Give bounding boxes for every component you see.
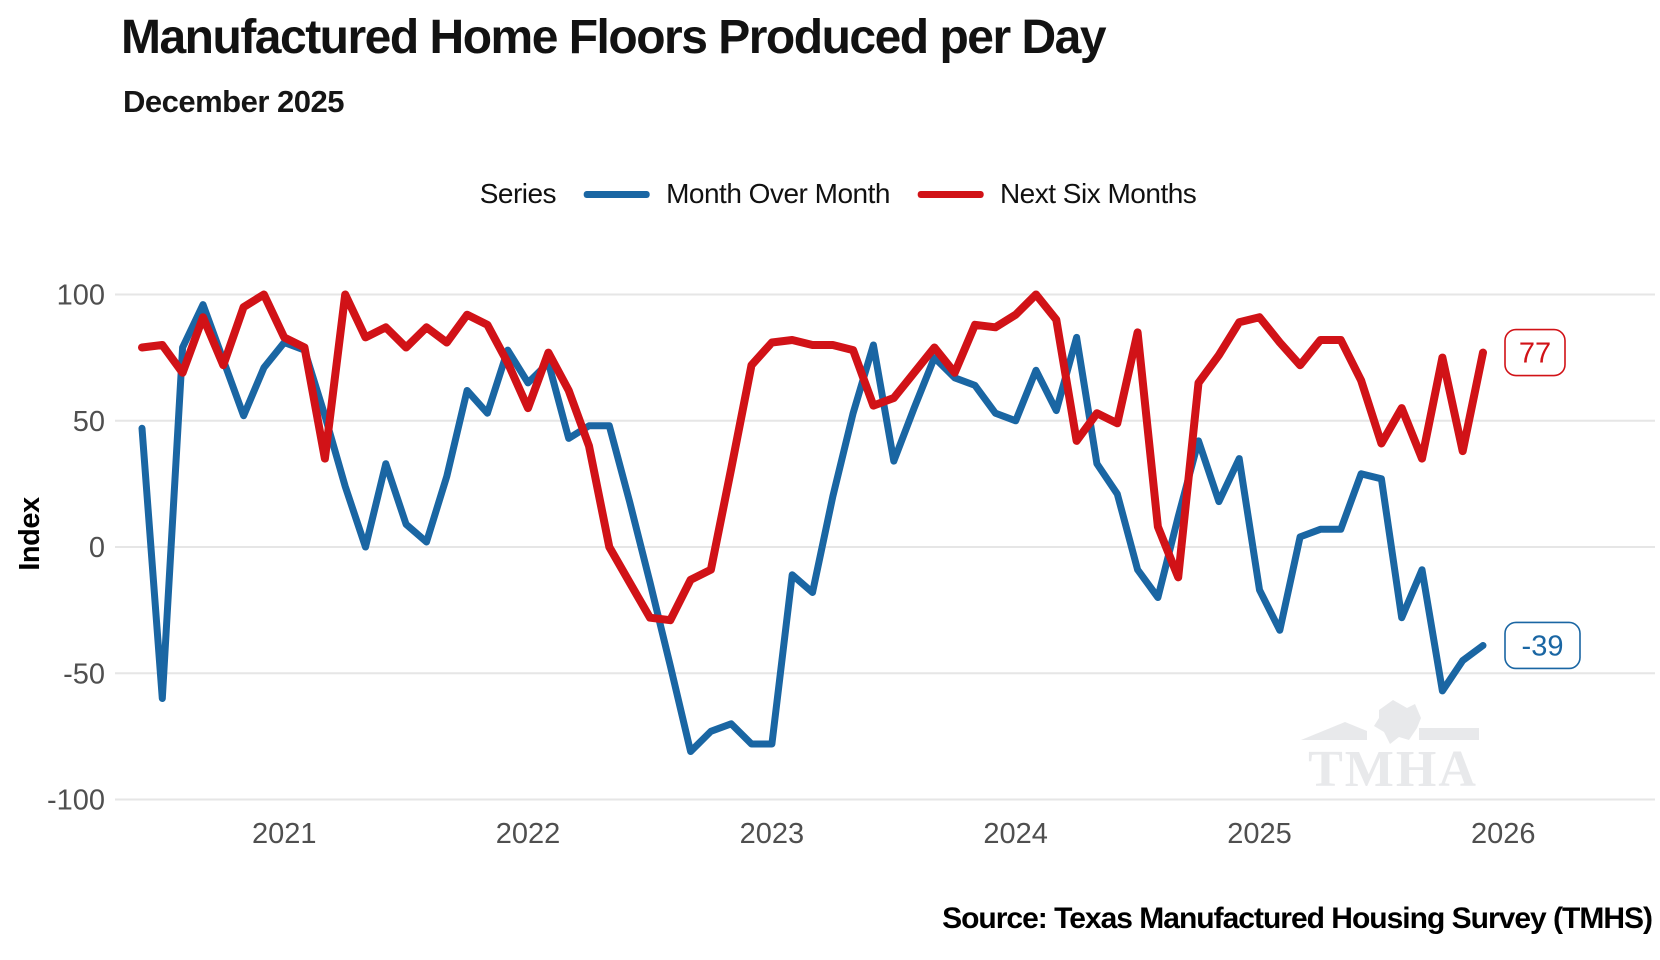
y-axis-title: Index [14, 497, 46, 571]
next-six-months-end-label: 77 [1519, 338, 1551, 370]
legend-item-month-over-month: Month Over Month [584, 178, 890, 210]
chart-title: Manufactured Home Floors Produced per Da… [121, 11, 1107, 64]
y-tick-label: -100 [47, 785, 105, 817]
y-tick-label: 100 [57, 280, 105, 312]
next-six-months-swatch [917, 190, 984, 198]
x-tick-label: 2022 [496, 818, 561, 850]
legend-label-next-six-months: Next Six Months [999, 178, 1197, 209]
y-tick-label: 50 [73, 406, 105, 438]
x-tick-label: 2021 [252, 818, 317, 850]
legend: Series Month Over Month Next Six Months [480, 178, 1197, 210]
next-six-months-end-label-box [1504, 328, 1566, 377]
x-tick-label: 2023 [740, 818, 805, 850]
x-tick-label: 2025 [1227, 818, 1292, 850]
x-tick-label: 2026 [1471, 818, 1536, 850]
legend-item-next-six-months: Next Six Months [917, 178, 1197, 210]
source-caption: Source: Texas Manufactured Housing Surve… [942, 902, 1653, 935]
watermark-text: TMHA [1308, 741, 1478, 793]
legend-title: Series [479, 178, 557, 209]
month-over-month-end-label-box [1504, 621, 1581, 670]
x-tick-label: 2024 [983, 818, 1048, 850]
month-over-month-line [138, 301, 1487, 755]
legend-label-month-over-month: Month Over Month [666, 178, 890, 209]
chart-subtitle: December 2025 [123, 84, 345, 119]
watermark: TMHA [1293, 698, 1493, 798]
next-six-months-line [138, 290, 1487, 625]
month-over-month-swatch [584, 190, 651, 198]
month-over-month-end-label: -39 [1522, 630, 1564, 662]
y-tick-label: -50 [63, 658, 105, 690]
tmha-logo-icon: TMHA [1301, 700, 1479, 798]
y-tick-label: 0 [89, 532, 105, 564]
